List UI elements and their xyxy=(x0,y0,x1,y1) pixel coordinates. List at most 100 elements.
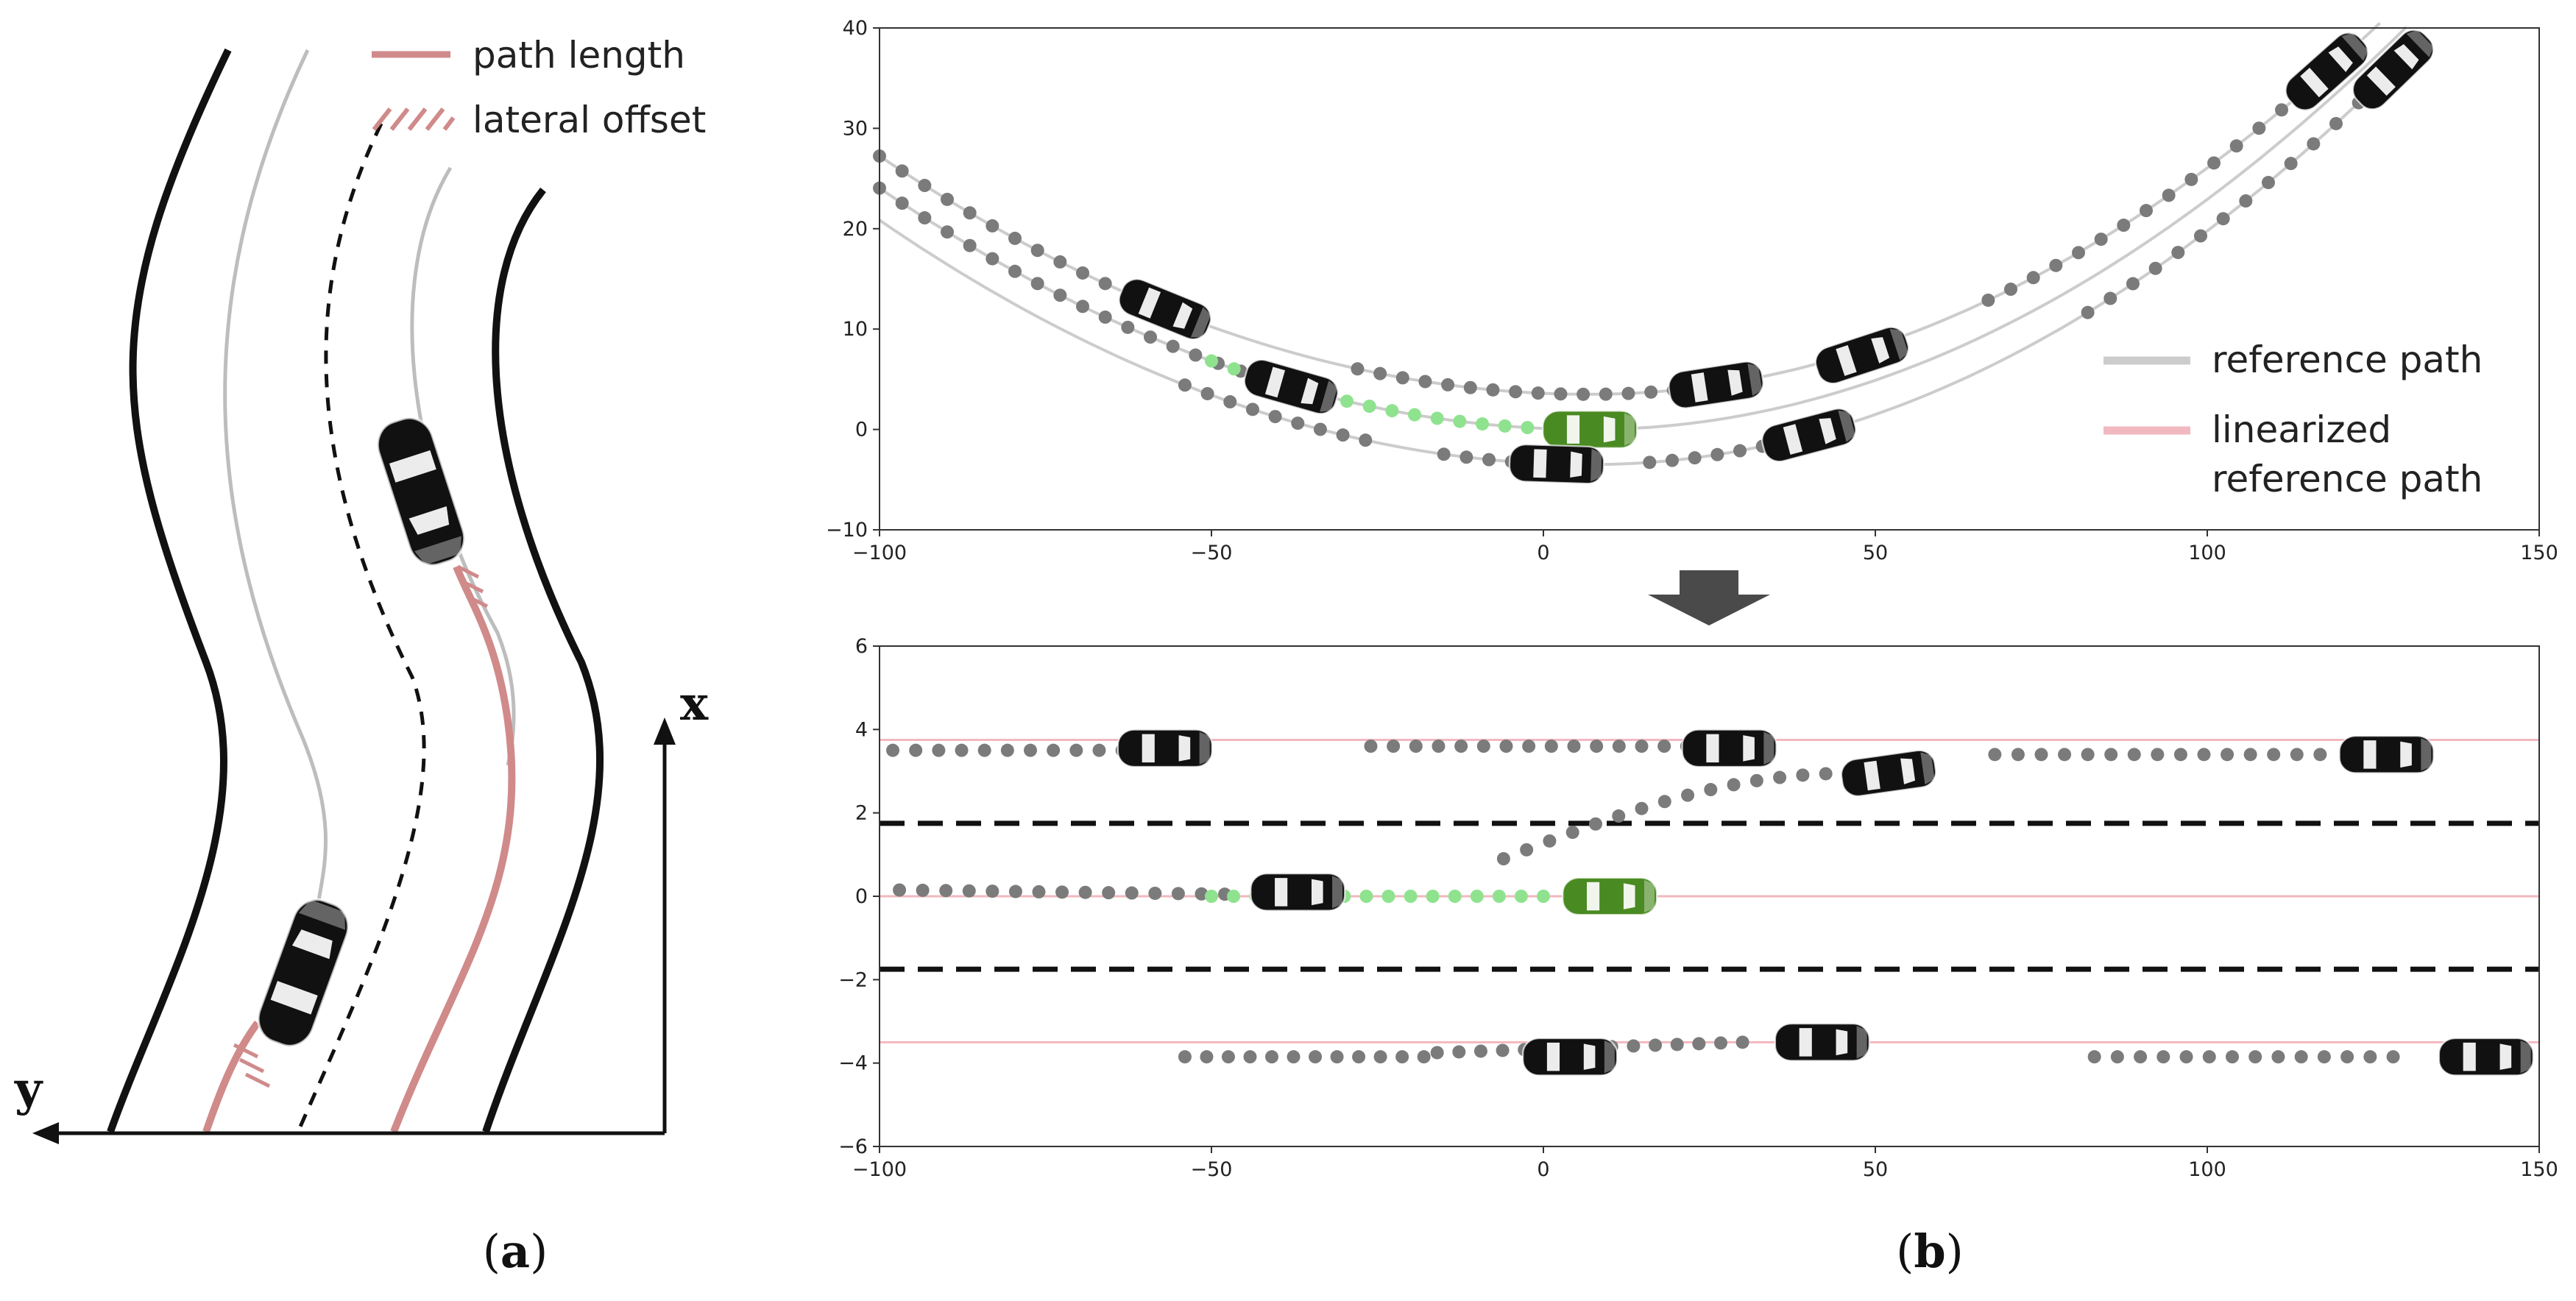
car-top-icon xyxy=(369,410,473,573)
legend-reference-path: reference path xyxy=(2212,338,2483,381)
trajectory-dot xyxy=(2284,157,2298,171)
trajectory-dot xyxy=(2363,1050,2377,1064)
trajectory-dot xyxy=(1148,886,1162,900)
trajectory-dot xyxy=(1441,377,1455,391)
y-tick-label: 30 xyxy=(843,117,868,140)
trajectory-dot xyxy=(1499,740,1513,753)
car-icon xyxy=(1758,404,1861,467)
trajectory-dot xyxy=(1245,403,1259,416)
trajectory-dot xyxy=(1395,1050,1409,1064)
trajectory-dot xyxy=(1612,740,1626,753)
ego-trajectory-dot xyxy=(1408,408,1422,422)
ego-trajectory-dot xyxy=(1340,394,1354,408)
trajectory-dot xyxy=(1727,778,1741,792)
trajectory-dot xyxy=(1649,1038,1663,1052)
trajectory-dot xyxy=(886,743,900,757)
path-length-line-left xyxy=(202,1021,261,1133)
ego-trajectory-dot xyxy=(1359,890,1373,903)
trajectory-dot xyxy=(2386,1050,2400,1064)
trajectory-dot xyxy=(986,252,999,266)
trajectory-dot xyxy=(1287,1050,1301,1064)
y-tick-label: 0 xyxy=(855,419,868,442)
trajectory-dot xyxy=(2197,748,2211,762)
trajectory-dot xyxy=(2216,212,2230,226)
down-arrow-icon xyxy=(1648,570,1770,625)
trajectory-dot xyxy=(1522,740,1536,753)
trajectory-dot xyxy=(1482,453,1496,467)
trajectory-dot xyxy=(1981,293,1995,307)
trajectory-dot xyxy=(1657,740,1671,753)
trajectory-dot xyxy=(1330,1050,1344,1064)
trajectory-dot xyxy=(2243,748,2257,762)
trajectory-dot xyxy=(1309,1050,1323,1064)
caption-a: (a) xyxy=(483,1224,548,1278)
ego-trajectory-dot xyxy=(1404,890,1418,903)
trajectory-dot xyxy=(1102,886,1116,900)
y-tick-label: 6 xyxy=(855,635,868,658)
car-icon xyxy=(1117,729,1213,768)
trajectory-dot xyxy=(2104,748,2118,762)
trajectory-dot xyxy=(1069,743,1083,757)
trajectory-dot xyxy=(963,206,977,220)
trajectory-dot xyxy=(2239,194,2253,208)
trajectory-dot xyxy=(2004,283,2018,297)
trajectory-dot xyxy=(1373,366,1387,380)
hatch-legend-icon xyxy=(372,107,456,131)
trajectory-dot xyxy=(2267,748,2281,762)
y-tick-label: 4 xyxy=(855,718,868,741)
trajectory-dots xyxy=(873,52,2410,472)
trajectory-dot xyxy=(2110,1050,2124,1064)
lane-guide-left xyxy=(223,49,328,913)
legend-a: path length lateral offset xyxy=(372,34,706,141)
trajectory-dot xyxy=(2202,1050,2216,1064)
trajectory-dot xyxy=(1053,288,1067,302)
trajectory-dot xyxy=(2156,1050,2170,1064)
lane-center-dashed xyxy=(296,122,426,1132)
car-icon xyxy=(1811,322,1914,389)
reference-path-line xyxy=(878,21,2381,396)
trajectory-dot xyxy=(2171,246,2185,260)
car-icon xyxy=(1508,443,1605,485)
trajectory-dot xyxy=(1531,386,1545,400)
ego-trajectory-dot xyxy=(1381,890,1395,903)
x-tick-label: 0 xyxy=(1537,1158,1549,1181)
trajectory-dot xyxy=(895,164,909,178)
trajectory-dot xyxy=(1125,886,1139,900)
trajectory-dot xyxy=(1644,385,1658,399)
trajectory-dot xyxy=(2026,271,2040,285)
trajectory-dot xyxy=(963,238,977,252)
trajectory-dot xyxy=(1733,444,1747,458)
ego-car-icon xyxy=(1542,410,1638,449)
trajectory-dot xyxy=(1024,743,1037,757)
trajectory-dot xyxy=(1635,740,1649,753)
trajectory-dot xyxy=(2049,258,2063,272)
trajectory-dot xyxy=(1008,264,1022,278)
trajectory-dot xyxy=(1221,1050,1235,1064)
trajectory-dot xyxy=(1121,320,1135,334)
y-tick-label: 10 xyxy=(843,318,868,341)
trajectory-dot xyxy=(2162,188,2176,202)
trajectory-dot xyxy=(1452,1045,1466,1059)
trajectory-dot xyxy=(1030,277,1044,291)
trajectory-dot xyxy=(1178,1050,1192,1064)
trajectory-dot xyxy=(986,885,999,898)
trajectory-dot xyxy=(2034,748,2048,762)
car-icon xyxy=(2438,1037,2534,1077)
trajectory-dot xyxy=(1627,1039,1641,1053)
trajectory-dot xyxy=(1078,885,1092,899)
trajectory-dot xyxy=(1359,433,1373,447)
reference-path-line xyxy=(878,26,2408,431)
x-tick-label: 50 xyxy=(1863,542,1888,564)
legend-linearized-line2: reference path xyxy=(2212,458,2483,500)
trajectory-dot xyxy=(1643,455,1657,469)
trajectory-dot xyxy=(1053,255,1067,269)
trajectory-dot xyxy=(916,883,930,897)
trajectory-dot xyxy=(2103,291,2117,305)
y-tick-label: −2 xyxy=(838,968,868,991)
trajectory-dot xyxy=(1773,770,1787,784)
trajectory-dot xyxy=(1352,1050,1366,1064)
x-tick-label: 0 xyxy=(1537,542,1549,564)
car-icon xyxy=(1666,358,1766,411)
car-icon xyxy=(1521,1037,1618,1077)
